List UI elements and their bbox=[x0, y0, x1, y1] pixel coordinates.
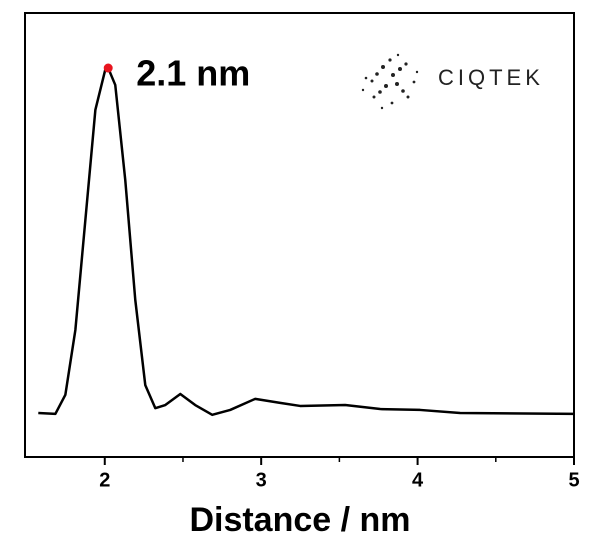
x-tick-label: 5 bbox=[568, 469, 579, 491]
line bbox=[38, 66, 575, 417]
x-tick-label: 4 bbox=[412, 469, 424, 491]
x-axis-label: Distance / nm bbox=[189, 501, 410, 539]
x-tick-label: 3 bbox=[256, 469, 267, 491]
x-tick-label: 2 bbox=[99, 469, 110, 491]
logo-text: CIQTEK bbox=[438, 65, 544, 90]
logo-icon bbox=[361, 53, 419, 110]
peak-marker bbox=[103, 63, 113, 73]
annotation: 2.1 nm bbox=[136, 53, 250, 94]
plot-frame bbox=[24, 12, 575, 458]
